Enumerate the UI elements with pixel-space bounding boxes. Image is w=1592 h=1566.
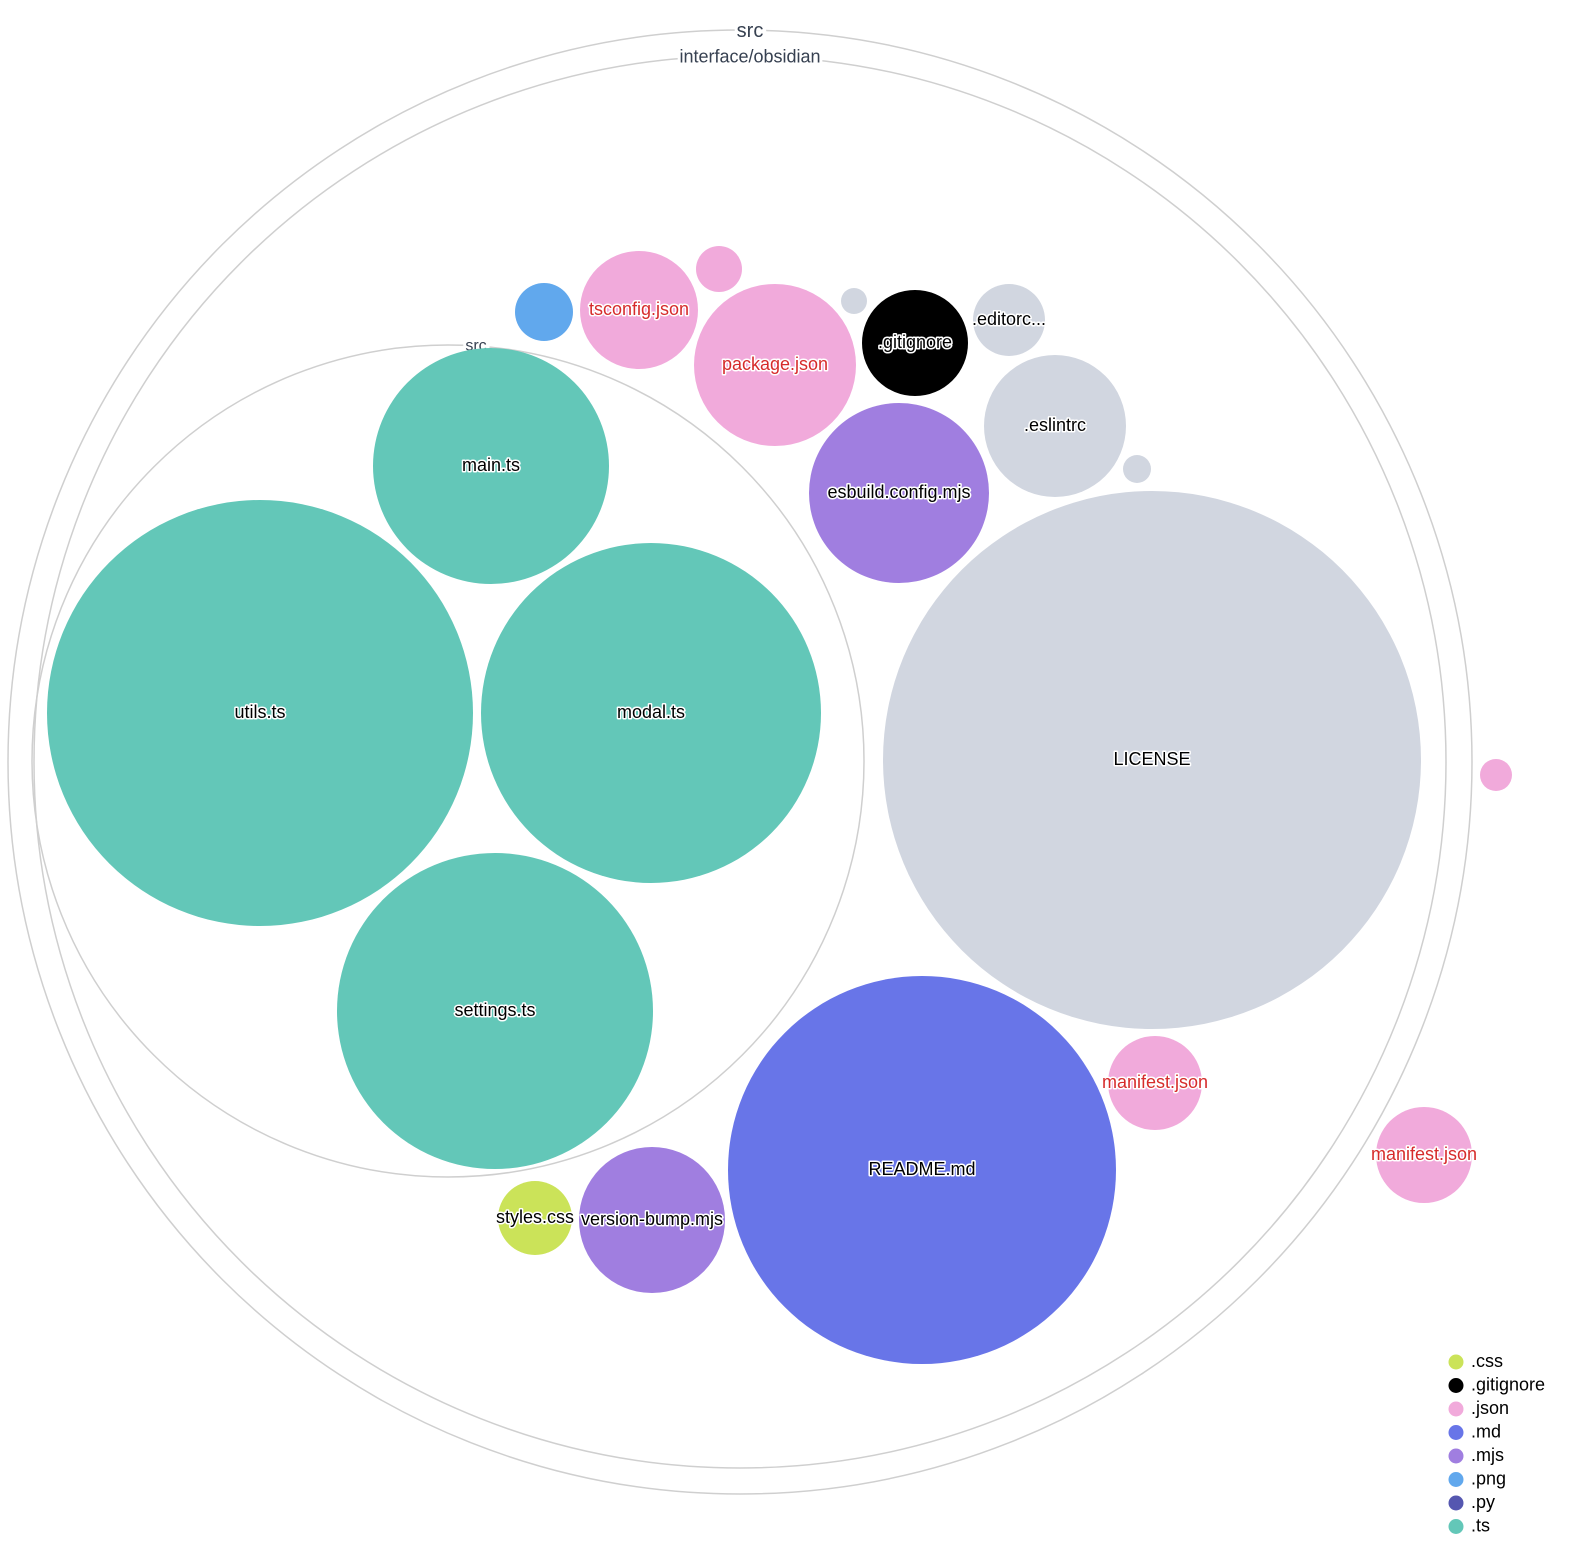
- file-circle[interactable]: [728, 976, 1116, 1364]
- legend: .css .gitignore .json .md .mjs .png .py .ts: [1448, 1351, 1545, 1535]
- file-circle[interactable]: [337, 853, 653, 1169]
- legend-swatch: [1448, 1378, 1464, 1393]
- folder-label: interface/obsidian: [679, 46, 820, 66]
- file-circle[interactable]: [1123, 455, 1151, 483]
- legend-swatch: [1448, 1472, 1464, 1487]
- legend-swatch: [1448, 1448, 1464, 1464]
- legend-swatch: [1448, 1495, 1464, 1511]
- file-circle[interactable]: [696, 246, 742, 292]
- file-circle[interactable]: [1376, 1107, 1472, 1203]
- file-label: manifest.json: [1102, 1072, 1208, 1092]
- file-label: README.md: [868, 1159, 975, 1179]
- file-label: manifest.json: [1371, 1144, 1477, 1164]
- file-label: main.ts: [462, 455, 520, 475]
- folder-label: src: [737, 20, 764, 42]
- file-circle[interactable]: [579, 1147, 725, 1293]
- file-label: modal.ts: [617, 702, 685, 722]
- folder-circle[interactable]: [31, 344, 865, 1178]
- legend-label: .ts: [1471, 1515, 1490, 1535]
- file-label: esbuild.config.mjs: [827, 482, 970, 502]
- file-circle[interactable]: [841, 288, 867, 314]
- file-label: LICENSE: [1113, 749, 1190, 769]
- file-circle[interactable]: [694, 284, 856, 446]
- file-label: tsconfig.json: [589, 299, 689, 319]
- file-circle[interactable]: [809, 403, 989, 583]
- folder-circle[interactable]: [33, 55, 1447, 1469]
- legend-label: .png: [1471, 1468, 1506, 1488]
- legend-label: .css: [1471, 1351, 1503, 1371]
- file-label: version-bump.mjs: [581, 1209, 723, 1229]
- legend-label: .json: [1471, 1398, 1509, 1418]
- file-label: settings.ts: [454, 1000, 535, 1020]
- file-circle[interactable]: [973, 284, 1045, 356]
- file-label: package.json: [722, 354, 828, 374]
- file-circle[interactable]: [515, 283, 573, 341]
- file-circle[interactable]: [373, 348, 609, 584]
- legend-label: .md: [1471, 1421, 1501, 1441]
- legend-swatch: [1448, 1519, 1464, 1534]
- file-circle[interactable]: [481, 543, 821, 883]
- file-circle[interactable]: [1480, 759, 1512, 791]
- file-circle[interactable]: [580, 251, 698, 369]
- file-label: .editorc...: [972, 309, 1046, 329]
- file-label: utils.ts: [234, 702, 285, 722]
- file-circle[interactable]: [984, 355, 1126, 497]
- file-circle[interactable]: [883, 491, 1421, 1029]
- legend-label: .gitignore: [1471, 1374, 1545, 1394]
- legend-swatch: [1448, 1354, 1464, 1370]
- legend-label: .py: [1471, 1492, 1495, 1512]
- folder-circle[interactable]: [7, 29, 1473, 1495]
- file-label: .eslintrc: [1024, 415, 1086, 435]
- legend-label: .mjs: [1471, 1445, 1504, 1465]
- file-circle[interactable]: [1108, 1036, 1202, 1130]
- legend-swatch: [1448, 1425, 1464, 1440]
- file-label: styles.css: [496, 1207, 574, 1227]
- file-circle[interactable]: [862, 290, 968, 396]
- file-label: .gitignore: [878, 332, 952, 352]
- file-circle[interactable]: [498, 1181, 572, 1255]
- legend-swatch: [1448, 1401, 1464, 1417]
- file-circle[interactable]: [47, 500, 473, 926]
